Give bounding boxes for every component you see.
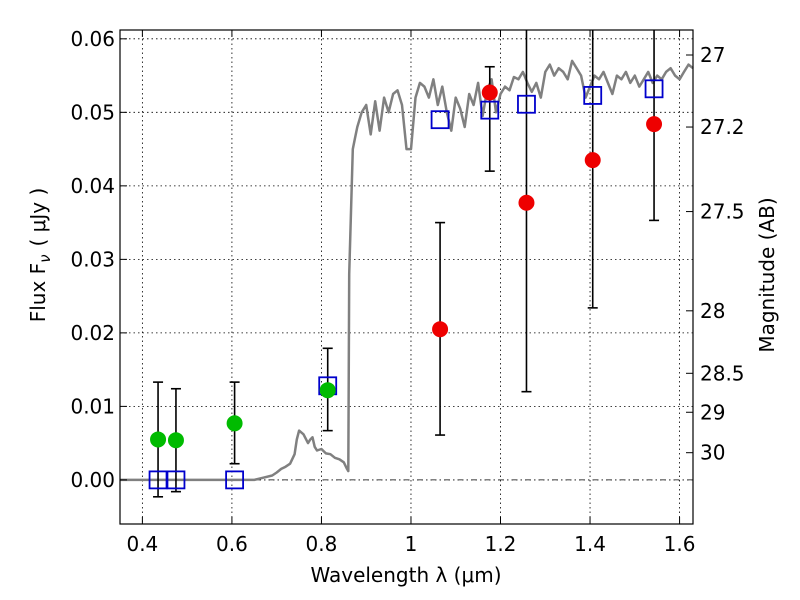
x-tick-label: 1.6 (664, 532, 696, 556)
model-band-square (166, 470, 186, 490)
x-tick-label: 0.8 (306, 532, 338, 556)
markers-layer (148, 79, 664, 490)
y-tick-label: 0.02 (70, 321, 115, 345)
right-axis-tick-label: 27.5 (700, 200, 745, 224)
y-tick-label: 0.01 (70, 394, 115, 418)
y-axis-label: Flux Fν ( μJy ) (26, 188, 54, 323)
x-axis-label: Wavelength λ (μm) (310, 563, 501, 587)
grid-lines (120, 30, 693, 524)
x-tick-label: 0.4 (126, 532, 158, 556)
optical-data-point (150, 431, 167, 448)
right-axis-tick-label: 27.2 (700, 115, 745, 139)
model-band-square (480, 100, 500, 120)
nir-data-point (518, 194, 535, 211)
right-axis-label: Magnitude (AB) (755, 197, 779, 352)
optical-data-point (226, 415, 243, 432)
tick-labels: 0.4 0.6 0.8 1 1.2 1.4 1.6 0.00 0.01 0.02 0.03 0.04 0… (70, 27, 744, 556)
right-axis-tick-label: 28.5 (700, 361, 745, 385)
nir-data-point (584, 152, 601, 169)
x-tick-label: 0.6 (216, 532, 248, 556)
y-tick-label: 0.04 (70, 174, 115, 198)
x-tick-label: 1.2 (485, 532, 517, 556)
right-axis-tick-label: 27 (700, 43, 725, 67)
y-tick-label: 0.03 (70, 247, 115, 271)
nir-data-point (481, 84, 498, 101)
y-axis-label-units: ( μJy ) (26, 188, 50, 247)
model-band-square (225, 470, 245, 490)
right-axis-tick-label: 28 (700, 299, 725, 323)
y-tick-label: 0.00 (70, 468, 115, 492)
model-band-square (517, 94, 536, 114)
model-band-square (430, 110, 450, 130)
right-axis-tick-label: 30 (700, 441, 725, 465)
y-tick-label: 0.05 (70, 100, 115, 124)
x-tick-label: 1.4 (574, 532, 606, 556)
y-tick-label: 0.06 (70, 27, 115, 51)
model-band-square (583, 86, 603, 105)
y-axis-label-text: Flux F (26, 263, 50, 322)
right-axis-tick-label: 29 (700, 400, 725, 424)
model-spectrum-line (120, 59, 694, 482)
optical-data-point (167, 432, 184, 449)
model-band-square (644, 79, 664, 99)
model-band-square (148, 470, 168, 490)
optical-data-point (319, 382, 336, 399)
plot-frame (119, 29, 694, 525)
nir-data-point (432, 321, 449, 338)
x-tick-label: 1 (405, 532, 418, 556)
model-spectrum-layer (120, 59, 694, 482)
nir-data-point (646, 116, 663, 133)
axis-ticks (120, 30, 693, 524)
y-axis-label-subscript: ν (36, 254, 54, 262)
